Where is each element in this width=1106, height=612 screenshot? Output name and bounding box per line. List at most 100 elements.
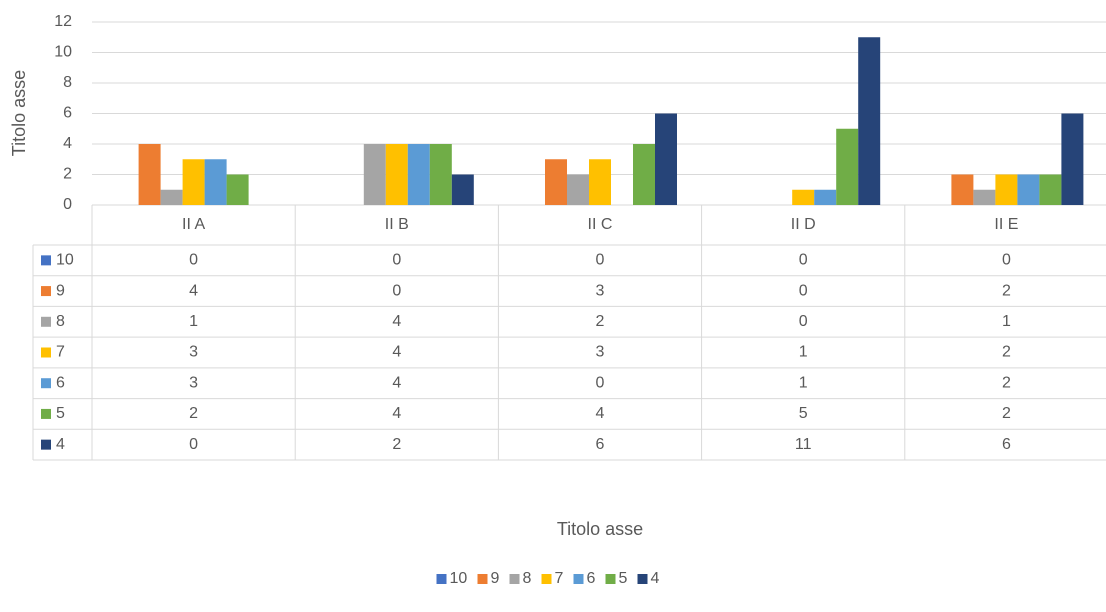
table-series-name: 9	[56, 282, 65, 299]
table-series-name: 7	[56, 344, 65, 361]
bar	[1017, 174, 1040, 205]
bar	[951, 174, 974, 205]
y-tick-label: 2	[63, 166, 72, 183]
bar	[589, 159, 611, 205]
table-cell: 4	[596, 405, 605, 422]
bar	[226, 174, 249, 205]
table-series-name: 8	[56, 313, 65, 330]
y-tick-label: 6	[63, 105, 72, 122]
table-legend-key	[41, 255, 51, 266]
table-legend-key	[41, 378, 51, 389]
table-cell: 3	[596, 282, 605, 299]
table-cell: 0	[799, 282, 808, 299]
y-tick-label: 4	[63, 135, 72, 152]
legend-label: 6	[587, 570, 596, 587]
y-tick-label: 8	[63, 74, 72, 91]
table-cell: 1	[189, 313, 198, 330]
x-tick-label: II D	[791, 216, 816, 233]
table-cell: 4	[392, 344, 401, 361]
bar	[138, 144, 161, 205]
bar	[160, 189, 183, 205]
table-cell: 0	[1002, 252, 1011, 269]
y-tick-label: 12	[54, 13, 72, 30]
table-cell: 4	[392, 374, 401, 391]
table-cell: 4	[392, 405, 401, 422]
table-cell: 2	[596, 313, 605, 330]
legend-key	[477, 574, 488, 584]
x-tick-label: II E	[994, 216, 1018, 233]
legend-key	[573, 574, 584, 584]
bar	[973, 189, 996, 205]
table-series-name: 10	[56, 252, 74, 269]
table-cell: 2	[1002, 344, 1011, 361]
bar	[451, 174, 474, 205]
legend-label: 7	[555, 570, 564, 587]
table-legend-key	[41, 439, 51, 450]
legend-key	[436, 574, 447, 584]
table-cell: 2	[189, 405, 198, 422]
bar	[836, 128, 859, 205]
legend-label: 10	[450, 570, 468, 587]
x-tick-label: II A	[182, 216, 205, 233]
legend-label: 4	[651, 570, 660, 587]
table-cell: 0	[189, 252, 198, 269]
table-cell: 3	[189, 374, 198, 391]
table-cell: 2	[1002, 405, 1011, 422]
bar	[995, 174, 1018, 205]
y-axis-title: Titolo asse	[9, 70, 29, 156]
legend-label: 5	[619, 570, 628, 587]
x-tick-label: II B	[385, 216, 409, 233]
bar	[633, 144, 655, 205]
table-cell: 6	[596, 436, 605, 453]
x-axis-title: Titolo asse	[557, 519, 643, 539]
table-cell: 2	[1002, 282, 1011, 299]
table-cell: 2	[1002, 374, 1011, 391]
x-tick-label: II C	[588, 216, 613, 233]
legend-label: 9	[491, 570, 500, 587]
legend-key	[605, 574, 616, 584]
bar	[429, 144, 452, 205]
table-cell: 1	[799, 374, 808, 391]
table-cell: 4	[189, 282, 198, 299]
table-cell: 0	[596, 374, 605, 391]
table-cell: 11	[795, 436, 812, 453]
bar	[1039, 174, 1062, 205]
table-legend-key	[41, 286, 51, 297]
bar	[363, 144, 386, 205]
table-cell: 1	[799, 344, 808, 361]
table-cell: 1	[1002, 313, 1011, 330]
table-cell: 3	[189, 344, 198, 361]
table-cell: 0	[392, 282, 401, 299]
bar	[407, 144, 430, 205]
table-cell: 0	[392, 252, 401, 269]
table-series-name: 4	[56, 436, 65, 453]
table-cell: 2	[392, 436, 401, 453]
legend-label: 8	[523, 570, 532, 587]
y-tick-label: 0	[63, 196, 72, 213]
bar	[655, 113, 677, 205]
table-cell: 0	[596, 252, 605, 269]
bar	[385, 144, 408, 205]
bar	[204, 159, 227, 205]
y-tick-label: 10	[54, 44, 72, 61]
table-cell: 5	[799, 405, 808, 422]
bar	[792, 189, 815, 205]
bar	[1061, 113, 1084, 205]
bar	[567, 174, 589, 205]
table-cell: 6	[1002, 436, 1011, 453]
table-legend-key	[41, 347, 51, 358]
table-series-name: 5	[56, 405, 65, 422]
table-series-name: 6	[56, 374, 65, 391]
legend-key	[541, 574, 552, 584]
legend-key	[509, 574, 520, 584]
bar	[545, 159, 567, 205]
legend-key	[637, 574, 648, 584]
table-legend-key	[41, 316, 51, 327]
table-legend-key	[41, 408, 51, 419]
table-cell: 3	[596, 344, 605, 361]
table-cell: 0	[799, 252, 808, 269]
table-cell: 0	[189, 436, 198, 453]
table-cell: 4	[392, 313, 401, 330]
bar	[858, 37, 881, 205]
